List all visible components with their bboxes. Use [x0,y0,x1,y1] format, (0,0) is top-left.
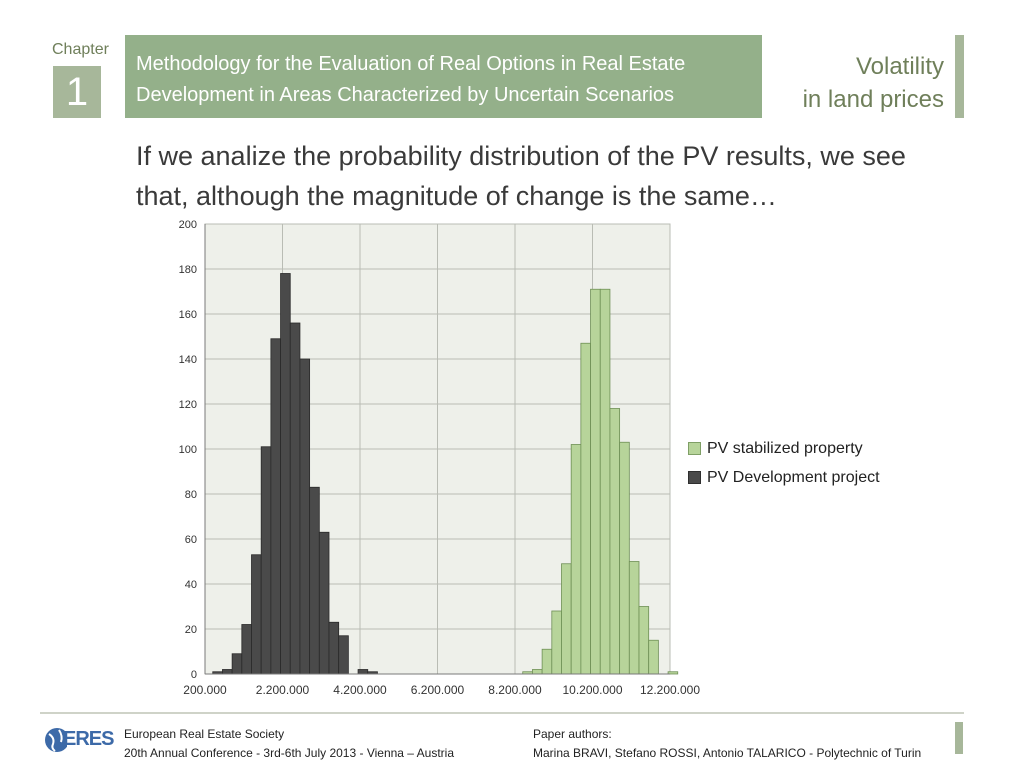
bar-development [280,273,291,675]
footer-accent-bar [955,722,963,754]
y-tick-label: 200 [179,219,197,231]
bar-stabilized [590,288,601,675]
y-tick-label: 40 [185,579,197,591]
chapter-number: 1 [53,66,101,118]
bar-development [270,338,281,675]
bar-stabilized [551,610,562,675]
bar-development [309,486,320,675]
bar-stabilized [599,288,611,675]
bar-stabilized [619,441,630,675]
bar-development [299,358,311,675]
bar-development [251,554,262,675]
bar-stabilized [541,648,553,675]
y-tick-label: 20 [185,624,197,636]
globe-icon [45,728,69,752]
histogram-chart: 0 20 40 60 80 100 120 140 160 180 200 200.000 2.200.… [179,219,701,697]
bar-stabilized [532,669,543,675]
footer-org-line2: 20th Annual Conference - 3rd-6th July 20… [124,746,454,760]
footer-authors-names: Marina BRAVI, Stefano ROSSI, Antonio TAL… [533,746,922,760]
bar-development [241,624,252,675]
bar-stabilized [667,671,679,675]
bar-development [338,635,349,675]
chart-legend: PV stabilized property PV Development pr… [688,434,880,492]
bar-development [231,653,243,675]
title-banner: Methodology for the Evaluation of Real O… [125,35,762,118]
legend-label-development: PV Development project [707,468,880,486]
bar-development [328,621,340,675]
y-tick-label: 100 [179,444,197,456]
footer-divider [40,712,964,714]
x-tick-label: 6.200.000 [411,683,465,697]
bar-development [289,322,301,675]
eres-logo: ERES [43,724,114,756]
logo-text: ERES [63,728,114,750]
bar-stabilized [570,444,582,675]
bar-stabilized [609,408,621,675]
y-tick-label: 160 [179,309,197,321]
bar-stabilized [628,561,640,675]
bar-stabilized [561,563,572,675]
section-title-line1: Volatility [855,53,944,80]
footer-organization: European Real Estate Society 20th Annual… [124,725,454,763]
slide-subtitle: If we analize the probability distributi… [136,141,906,211]
bar-development [318,531,330,675]
bar-development [222,669,233,675]
legend-item-stabilized: PV stabilized property [688,434,880,463]
x-tick-label: 4.200.000 [333,683,387,697]
y-tick-label: 80 [185,489,197,501]
y-tick-label: 120 [179,399,197,411]
x-tick-label: 200.000 [183,683,227,697]
y-tick-label: 140 [179,354,197,366]
bar-development [357,669,369,675]
footer-authors: Paper authors: Marina BRAVI, Stefano ROS… [533,725,921,763]
footer-org-line1: European Real Estate Society [124,727,285,741]
footer-authors-label: Paper authors: [533,727,612,741]
bar-development [260,446,272,675]
x-tick-label: 8.200.000 [488,683,542,697]
section-title: Volatility in land prices [803,50,944,116]
x-tick-label: 10.200.000 [562,683,622,697]
chapter-label: Chapter [52,41,109,58]
header-accent-bar [955,35,964,118]
legend-item-development: PV Development project [688,463,880,492]
bar-stabilized [648,639,659,675]
bar-stabilized [580,342,591,675]
section-title-line2: in land prices [802,86,944,113]
y-tick-label: 60 [185,534,197,546]
legend-label-stabilized: PV stabilized property [707,439,863,457]
y-tick-label: 180 [179,264,197,276]
bar-stabilized [638,606,650,675]
page-title: Methodology for the Evaluation of Real O… [136,53,686,106]
x-tick-label: 12.200.000 [640,683,700,697]
legend-swatch-stabilized [688,442,701,455]
y-tick-label: 0 [191,669,197,681]
x-tick-label: 2.200.000 [256,683,310,697]
legend-swatch-development [688,471,701,484]
